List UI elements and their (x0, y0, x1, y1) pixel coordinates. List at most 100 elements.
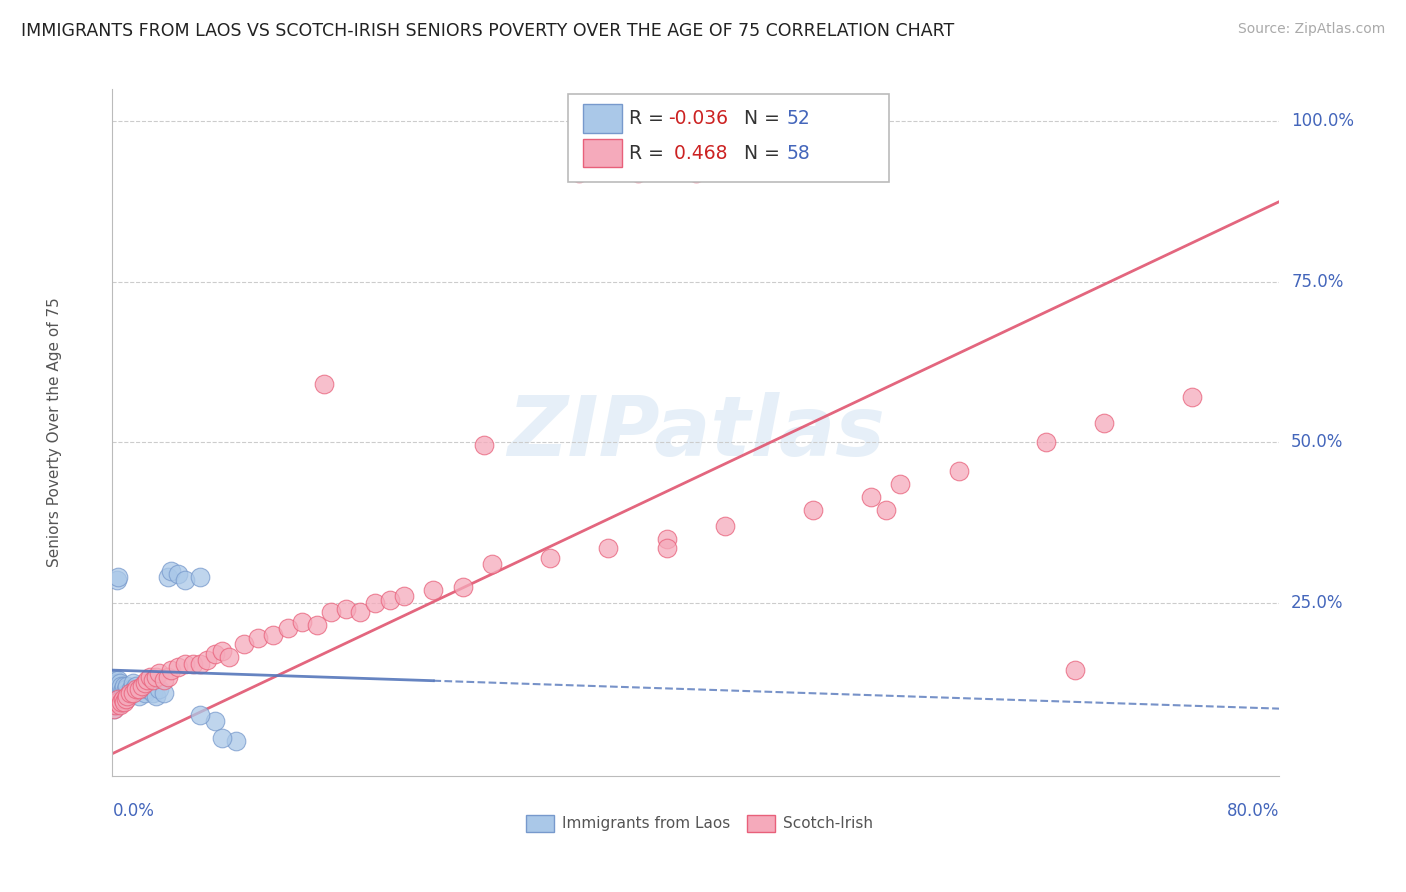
Point (112, 679, 135, 693)
Point (104, 698, 127, 713)
Point (128, 682, 150, 697)
Point (104, 679, 127, 693)
Point (139, 679, 162, 693)
Point (160, 663, 183, 677)
Point (139, 669, 162, 683)
FancyBboxPatch shape (568, 94, 889, 182)
Point (1181, 390, 1204, 404)
Point (276, 621, 298, 635)
Text: Seniors Poverty Over the Age of 75: Seniors Poverty Over the Age of 75 (46, 298, 62, 567)
Point (801, 502, 824, 516)
Point (124, 682, 146, 697)
FancyBboxPatch shape (748, 815, 775, 831)
Point (110, 679, 132, 693)
Text: Scotch-Irish: Scotch-Irish (783, 816, 873, 831)
Point (188, 657, 211, 671)
Text: 75.0%: 75.0% (1291, 273, 1344, 291)
Point (145, 689, 167, 703)
Point (422, 582, 444, 597)
Point (110, 685, 132, 699)
Text: Source: ZipAtlas.com: Source: ZipAtlas.com (1237, 22, 1385, 37)
Point (122, 685, 145, 699)
Point (232, 637, 254, 651)
Text: 0.468: 0.468 (668, 144, 727, 162)
Point (108, 676, 131, 690)
Point (110, 695, 132, 709)
Point (481, 558, 503, 572)
Point (105, 676, 128, 690)
Text: 100.0%: 100.0% (1291, 112, 1354, 130)
Text: 58: 58 (787, 144, 811, 162)
Point (131, 679, 153, 693)
Point (114, 682, 136, 697)
Point (103, 701, 125, 715)
Point (181, 657, 204, 671)
Point (655, 532, 678, 546)
Point (105, 574, 128, 588)
Point (211, 644, 233, 658)
Point (103, 701, 125, 715)
Point (122, 676, 145, 690)
Point (148, 666, 170, 681)
Text: N =: N = (744, 109, 786, 128)
Text: 50.0%: 50.0% (1291, 434, 1344, 451)
Point (627, 166, 650, 180)
Point (655, 541, 678, 556)
Point (136, 682, 159, 697)
Point (104, 673, 127, 687)
Text: -0.036: -0.036 (668, 109, 728, 128)
FancyBboxPatch shape (526, 815, 554, 831)
Point (105, 695, 128, 709)
Point (188, 570, 211, 584)
Point (128, 689, 150, 703)
Point (188, 708, 211, 723)
Point (152, 685, 174, 699)
Point (948, 464, 970, 478)
Point (142, 673, 165, 687)
Point (108, 682, 131, 697)
FancyBboxPatch shape (582, 138, 623, 168)
Point (225, 733, 247, 747)
Point (145, 669, 167, 683)
Point (474, 438, 496, 452)
Point (174, 657, 197, 671)
Point (218, 650, 240, 665)
Point (714, 518, 737, 533)
Text: Immigrants from Laos: Immigrants from Laos (562, 816, 730, 831)
Point (114, 692, 136, 706)
Point (134, 685, 156, 699)
Point (105, 695, 128, 709)
Point (104, 692, 127, 706)
Point (110, 695, 132, 709)
Point (875, 502, 897, 516)
Point (107, 570, 129, 584)
Point (204, 647, 226, 661)
Point (598, 541, 620, 556)
Point (538, 550, 561, 565)
Point (111, 682, 134, 697)
Point (378, 592, 401, 607)
Point (1064, 663, 1087, 677)
Point (108, 698, 131, 713)
Point (1094, 416, 1116, 430)
Point (394, 590, 416, 604)
Point (118, 685, 141, 699)
Point (107, 673, 129, 687)
Point (160, 564, 183, 578)
Point (152, 673, 174, 687)
Point (125, 679, 148, 693)
Text: IMMIGRANTS FROM LAOS VS SCOTCH-IRISH SENIORS POVERTY OVER THE AGE OF 75 CORRELAT: IMMIGRANTS FROM LAOS VS SCOTCH-IRISH SEN… (21, 22, 955, 40)
Point (195, 653, 218, 667)
Point (112, 695, 135, 709)
Point (568, 166, 591, 180)
Text: 25.0%: 25.0% (1291, 594, 1344, 612)
Point (103, 695, 125, 709)
FancyBboxPatch shape (582, 104, 623, 133)
Point (305, 618, 328, 632)
Text: N =: N = (744, 144, 786, 162)
Point (108, 692, 131, 706)
Point (204, 714, 226, 729)
Point (105, 689, 128, 703)
Point (156, 570, 179, 584)
Point (142, 685, 165, 699)
